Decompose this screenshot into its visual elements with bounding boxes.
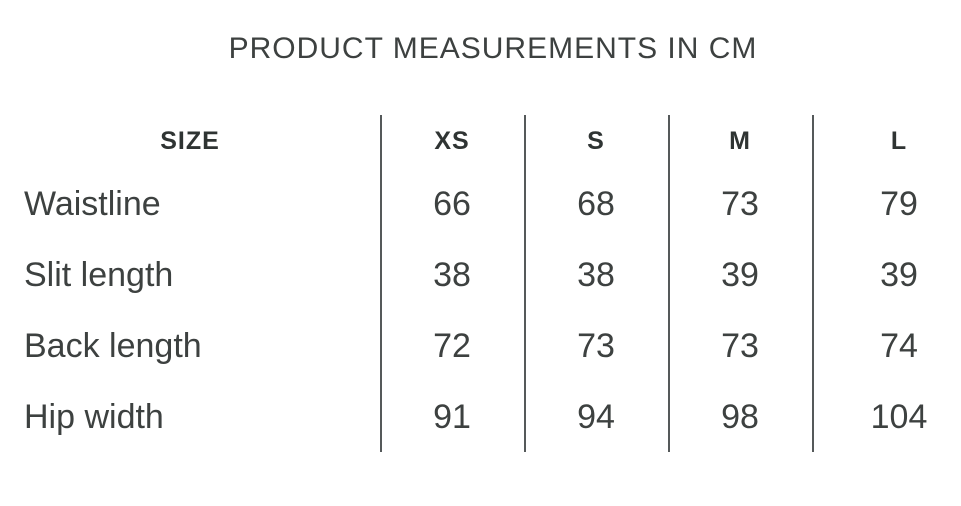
measurement-row-label: Slit length xyxy=(24,255,174,294)
measurement-value: 91 xyxy=(433,397,471,436)
size-column-header: SIZE xyxy=(160,127,220,155)
measurement-value: 94 xyxy=(577,397,615,436)
measurement-row-label: Waistline xyxy=(24,184,161,223)
page-title: PRODUCT MEASUREMENTS IN CM xyxy=(228,32,758,65)
column-divider xyxy=(380,115,382,452)
measurement-value: 39 xyxy=(721,255,759,294)
size-column-header-m: M xyxy=(729,127,751,155)
measurement-value: 73 xyxy=(577,326,615,365)
size-column-header-xs: XS xyxy=(434,127,470,155)
size-column-header-s: S xyxy=(587,127,605,155)
measurement-value: 73 xyxy=(721,184,759,223)
column-divider xyxy=(668,115,670,452)
size-column-header-l: L xyxy=(890,127,908,155)
measurement-value: 38 xyxy=(577,255,615,294)
measurement-value: 38 xyxy=(433,255,471,294)
measurement-value: 39 xyxy=(880,255,918,294)
column-divider xyxy=(524,115,526,452)
measurement-value: 74 xyxy=(880,326,918,365)
measurement-value: 104 xyxy=(870,397,928,436)
measurement-value: 73 xyxy=(721,326,759,365)
measurement-value: 68 xyxy=(577,184,615,223)
measurement-row-label: Back length xyxy=(24,326,202,365)
measurements-grid: SIZE XS S M L Waistline 66 68 73 79 Slit length 38 3… xyxy=(0,115,961,452)
measurement-row-label: Hip width xyxy=(24,397,164,436)
measurement-value: 66 xyxy=(433,184,471,223)
measurement-value: 72 xyxy=(433,326,471,365)
measurements-table: SIZE XS S M L Waistline 66 68 73 79 Slit length 38 3… xyxy=(0,115,961,452)
column-divider xyxy=(812,115,814,452)
measurement-value: 98 xyxy=(721,397,759,436)
measurement-value: 79 xyxy=(880,184,918,223)
